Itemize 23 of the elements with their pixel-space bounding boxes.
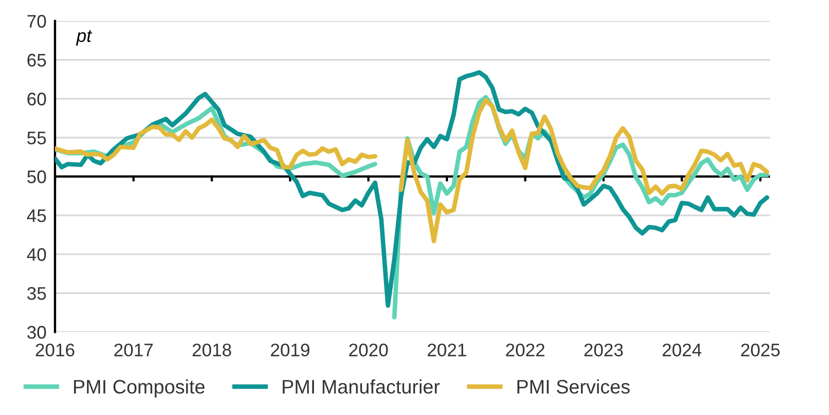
y-tick-label: 40 — [27, 248, 46, 261]
y-tick-label: 55 — [27, 132, 46, 144]
x-tick-label: 2023 — [584, 344, 623, 356]
x-tick-label: 2024 — [662, 344, 702, 356]
y-tick-label: 70 — [28, 14, 46, 28]
y-axis-title: pt — [76, 30, 92, 46]
legend-label: PMI Composite — [74, 379, 205, 398]
x-tick-label: 2022 — [506, 344, 544, 356]
y-tick-label: 50 — [27, 170, 46, 184]
x-tick-label: 2017 — [114, 344, 153, 356]
x-tick-label: 2018 — [192, 344, 232, 356]
y-tick-label: 65 — [28, 54, 46, 67]
y-tick-label: 45 — [27, 209, 46, 222]
x-tick-label: 2019 — [270, 344, 310, 356]
x-tick-label: 2016 — [36, 344, 74, 356]
x-tick-label: 2025 — [741, 344, 780, 356]
x-tick-label: 2021 — [428, 344, 466, 356]
y-tick-label: 30 — [27, 326, 46, 339]
y-tick-label: 35 — [27, 287, 46, 300]
legend-label: PMI Manufacturier — [282, 379, 440, 394]
legend-label: PMI Services — [517, 379, 630, 394]
x-tick-label: 2020 — [349, 344, 388, 356]
y-tick-label: 60 — [28, 92, 46, 106]
